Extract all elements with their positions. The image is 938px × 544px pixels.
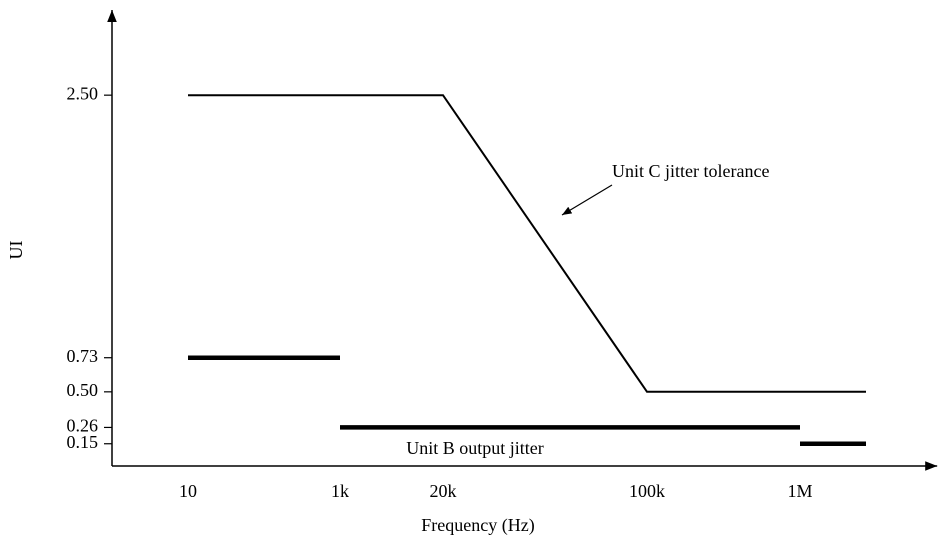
- y-tick-label: 0.15: [67, 432, 99, 452]
- y-tick-label: 0.73: [67, 346, 99, 366]
- y-axis-label: UI: [6, 241, 26, 260]
- x-tick-label: 20k: [430, 481, 457, 501]
- y-tick-label: 0.26: [67, 416, 99, 436]
- x-tick-label: 1M: [787, 481, 812, 501]
- x-tick-label: 10: [179, 481, 197, 501]
- series-line: [188, 94, 866, 393]
- series-label: Unit C jitter tolerance: [612, 161, 769, 181]
- y-tick-label: 2.50: [67, 83, 99, 103]
- x-axis-label: Frequency (Hz): [421, 515, 534, 536]
- x-tick-label: 100k: [629, 481, 665, 501]
- annotation-arrow: [561, 184, 613, 216]
- x-tick-label: 1k: [331, 481, 349, 501]
- y-tick-label: 0.50: [67, 380, 99, 400]
- series-line: [188, 355, 866, 447]
- series-label: Unit B output jitter: [406, 438, 544, 458]
